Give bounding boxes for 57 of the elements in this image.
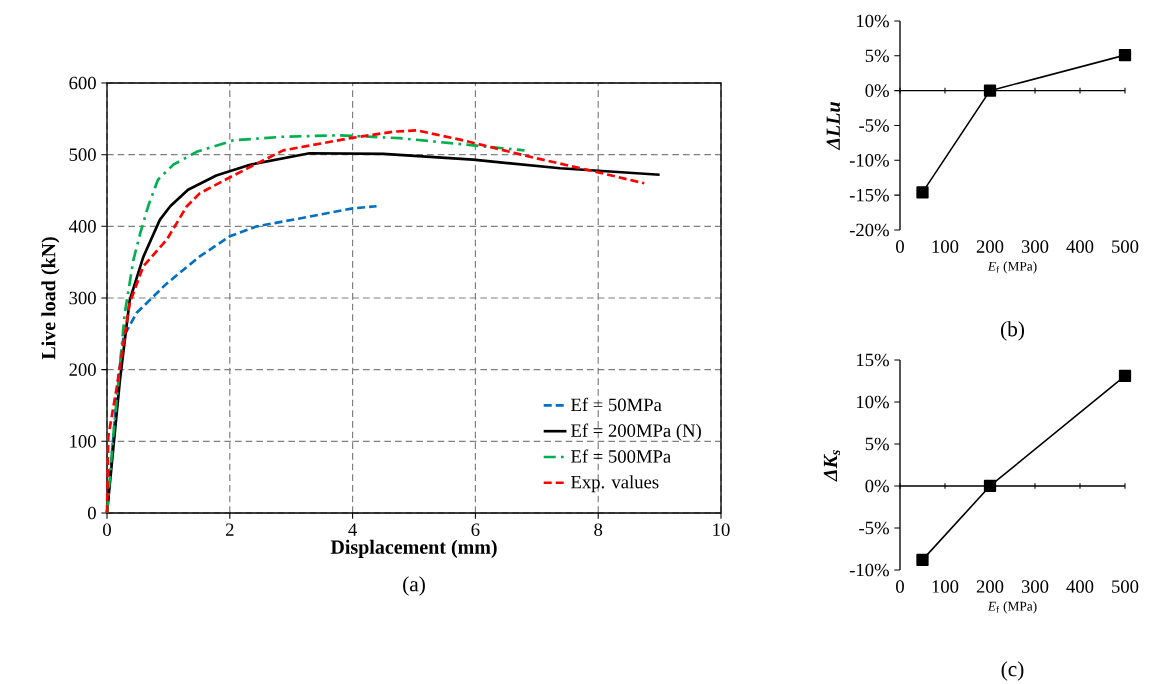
x-tick-label: 6 <box>471 523 480 536</box>
y-tick-label: 500 <box>69 148 96 161</box>
point <box>983 479 997 493</box>
x-tick-label: 10 <box>713 523 730 536</box>
text: (c) <box>1001 661 1024 681</box>
x-tick-label: 200 <box>976 580 1004 593</box>
x-tick-label: 400 <box>1066 580 1094 593</box>
y-axis-title: ΔLLu <box>826 102 841 151</box>
x-tick-label: 300 <box>1021 580 1049 593</box>
x-tick-label: 0 <box>103 523 111 536</box>
y-tick-label: 0% <box>865 479 889 493</box>
x-tick-label: 4 <box>348 523 357 536</box>
point <box>916 553 929 567</box>
y-tick-label: 400 <box>68 220 96 233</box>
y-tick-label: 100 <box>70 435 96 448</box>
legend-label: Ef = 500MPa <box>571 449 671 463</box>
x-tick-label: 0 <box>896 580 904 593</box>
y-tick-label: -5% <box>859 119 889 132</box>
x-axis-title: Displacement (mm) <box>330 539 497 558</box>
x-tick-label: 500 <box>1112 240 1139 253</box>
x-axis-title: E$_{f}$ (MPa) <box>987 261 1037 274</box>
x-tick-label: 8 <box>594 523 603 536</box>
y-tick-label: 0 <box>87 506 96 520</box>
y-tick-label: 600 <box>69 76 96 90</box>
legend-label: Ef = 200MPa (N) <box>571 423 701 441</box>
point <box>1118 48 1132 62</box>
y-tick-label: 10% <box>857 395 889 409</box>
y-tick-label: 15% <box>857 353 889 367</box>
y-tick-label: 10% <box>857 14 889 28</box>
y-tick-label: -10% <box>849 153 889 167</box>
point <box>983 84 997 97</box>
y-tick-label: 5% <box>865 49 889 63</box>
x-tick-label: 400 <box>1066 240 1094 253</box>
x-tick-label: 300 <box>1021 240 1049 253</box>
y-tick-label: -15% <box>849 188 889 202</box>
text: (b) <box>1001 321 1024 341</box>
legend-label: Exp. values <box>571 475 659 493</box>
x-tick-label: 100 <box>932 580 959 593</box>
y-axis-title: Live load (kN) <box>41 237 60 360</box>
y-tick-label: 5% <box>865 437 889 451</box>
text: (a) <box>403 576 425 596</box>
y-tick-label: 0% <box>865 84 889 97</box>
point <box>1118 369 1132 383</box>
point <box>916 186 929 199</box>
x-tick-label: 200 <box>976 240 1004 253</box>
y-tick-label: 200 <box>69 363 96 376</box>
y-tick-label: -20% <box>849 223 889 237</box>
y-tick-label: 300 <box>69 291 96 305</box>
legend-label: Ef = 50MPa <box>571 397 662 412</box>
x-tick-label: 500 <box>1112 580 1139 593</box>
x-tick-label: 2 <box>225 523 234 536</box>
x-tick-label: 0 <box>896 240 904 253</box>
x-tick-label: 100 <box>932 240 959 253</box>
y-axis-title: ΔK$_{s}$ <box>823 450 841 482</box>
x-axis-title: E$_{f}$ (MPa) <box>987 601 1037 614</box>
y-tick-label: -10% <box>849 563 889 577</box>
y-tick-label: -5% <box>859 521 889 535</box>
